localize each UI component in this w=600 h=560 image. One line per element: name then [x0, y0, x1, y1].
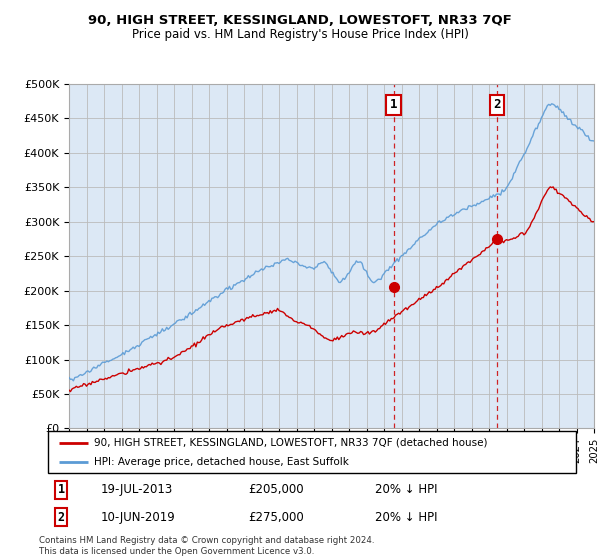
Text: 1: 1: [390, 98, 397, 111]
Text: 2: 2: [493, 98, 500, 111]
Text: 1: 1: [58, 483, 65, 496]
Text: 19-JUL-2013: 19-JUL-2013: [101, 483, 173, 496]
Text: Contains HM Land Registry data © Crown copyright and database right 2024.
This d: Contains HM Land Registry data © Crown c…: [39, 536, 374, 556]
Text: HPI: Average price, detached house, East Suffolk: HPI: Average price, detached house, East…: [94, 457, 349, 467]
Bar: [394, 84, 497, 428]
Text: 10-JUN-2019: 10-JUN-2019: [101, 511, 176, 524]
Text: 20% ↓ HPI: 20% ↓ HPI: [376, 483, 438, 496]
FancyBboxPatch shape: [48, 431, 576, 473]
Text: £205,000: £205,000: [248, 483, 304, 496]
Text: £275,000: £275,000: [248, 511, 304, 524]
Text: 90, HIGH STREET, KESSINGLAND, LOWESTOFT, NR33 7QF: 90, HIGH STREET, KESSINGLAND, LOWESTOFT,…: [88, 14, 512, 27]
Text: 90, HIGH STREET, KESSINGLAND, LOWESTOFT, NR33 7QF (detached house): 90, HIGH STREET, KESSINGLAND, LOWESTOFT,…: [94, 437, 488, 447]
Text: 20% ↓ HPI: 20% ↓ HPI: [376, 511, 438, 524]
Text: 2: 2: [58, 511, 65, 524]
Text: Price paid vs. HM Land Registry's House Price Index (HPI): Price paid vs. HM Land Registry's House …: [131, 28, 469, 41]
